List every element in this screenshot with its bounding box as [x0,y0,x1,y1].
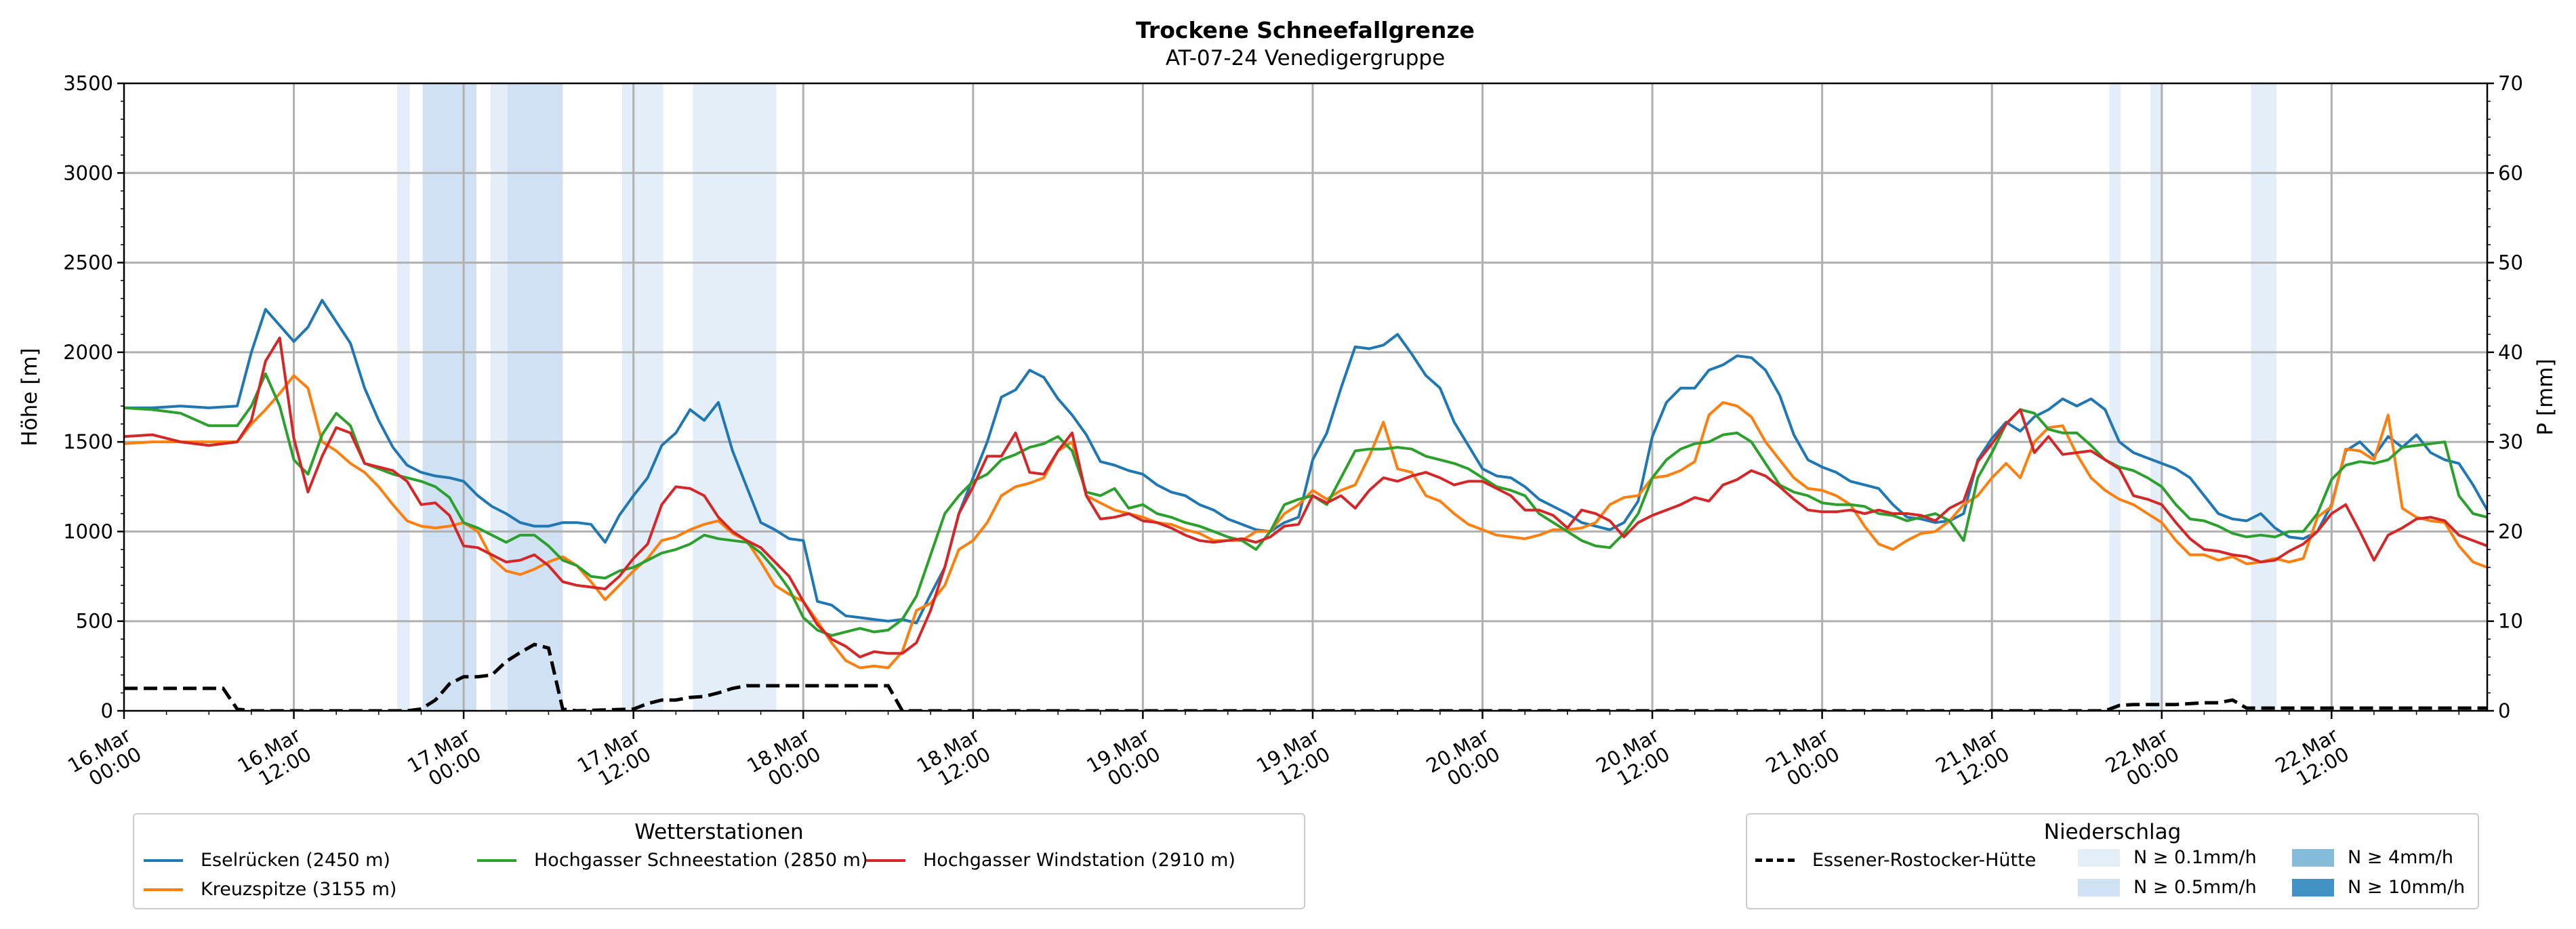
legend-item-hut: Essener-Rostocker-Hütte [1755,850,2036,871]
legend-item-class-05: N ≥ 0.5mm/h [2078,877,2257,898]
legend-line-hut [1755,859,1795,862]
x-tick-label-1: 16.Mar12:00 [234,724,315,797]
precip-band-4 [621,83,663,711]
y-tick-label-left-3: 1500 [63,430,113,453]
y-tick-label-right-0: 0 [2498,699,2510,722]
x-tick-label-8: 20.Mar00:00 [1423,724,1504,797]
legend-label-schneestation: Hochgasser Schneestation (2850 m) [534,850,868,871]
legend-label-class-4: N ≥ 4mm/h [2348,847,2453,868]
y-tick-label-right-6: 60 [2498,161,2523,184]
precip-band-1 [422,83,476,711]
legend-precipitation: Niederschlag Essener-Rostocker-Hütte N ≥… [1746,813,2479,909]
x-tick-label-4: 18.Mar00:00 [743,724,824,797]
x-tick-label-12: 22.Mar00:00 [2102,724,2183,797]
legend-item-eselruecken: Eselrücken (2450 m) [144,850,390,871]
precip-band-0 [396,83,410,711]
legend-label-class-05: N ≥ 0.5mm/h [2133,877,2257,898]
y-axis-label-left: Höhe [m] [18,348,42,446]
x-tick-label-5: 18.Mar12:00 [913,724,994,797]
y-tick-label-left-4: 2000 [63,341,113,364]
legend-item-kreuzspitze: Kreuzspitze (3155 m) [144,879,396,900]
legend-patch-class-10 [2292,878,2334,896]
series-line-2 [124,372,2487,637]
legend-line-schneestation [477,859,516,862]
legend-label-class-10: N ≥ 10mm/h [2348,877,2466,898]
x-tick-label-2: 17.Mar00:00 [403,724,485,797]
series-line-0 [124,299,2487,625]
legend-item-windstation: Hochgasser Windstation (2910 m) [866,850,1235,871]
series-lines [124,299,2487,711]
precip-band-6 [2109,83,2121,711]
legend-precipitation-title: Niederschlag [2043,820,2182,844]
plot-frame [123,82,2489,712]
legend-line-windstation [866,859,905,862]
legend-label-windstation: Hochgasser Windstation (2910 m) [923,850,1235,871]
legend-line-kreuzspitze [144,888,183,891]
legend-stations-title: Wetterstationen [634,820,804,844]
legend-item-class-4: N ≥ 4mm/h [2292,847,2453,868]
x-tick-label-6: 19.Mar00:00 [1083,724,1164,797]
precip-band-7 [2150,83,2163,711]
y-tick-label-left-6: 3000 [63,161,113,184]
grid-lines [124,83,2487,711]
legend-patch-class-05 [2078,878,2120,896]
y-axis-label-right: P [mm] [2533,358,2558,435]
precip-band-8 [2251,83,2276,711]
precip-band-2 [490,83,508,711]
legend-line-eselruecken [144,859,183,862]
legend-label-class-01: N ≥ 0.1mm/h [2133,847,2257,868]
series-line-1 [124,374,2487,669]
y-tick-label-right-2: 20 [2498,520,2523,543]
legend-patch-class-4 [2292,848,2334,867]
legend-item-class-10: N ≥ 10mm/h [2292,877,2465,898]
y-tick-label-left-0: 0 [101,699,113,722]
y-tick-label-right-3: 30 [2498,430,2523,453]
legend-label-kreuzspitze: Kreuzspitze (3155 m) [201,879,397,900]
precipitation-bands [396,83,2276,711]
y-tick-label-left-7: 3500 [63,72,113,95]
chart-title: Trockene Schneefallgrenze [1136,17,1475,43]
precip-band-3 [507,83,563,711]
y-tick-label-left-5: 2500 [63,251,113,274]
legend-item-class-01: N ≥ 0.1mm/h [2078,847,2257,868]
y-tick-label-left-2: 1000 [63,520,113,543]
precip-line [124,642,2487,711]
precip-band-5 [693,83,777,711]
legend-patch-class-01 [2078,848,2120,867]
x-tick-label-0: 16.Mar00:00 [64,724,145,797]
y-tick-label-left-1: 500 [76,610,113,633]
y-tick-label-right-5: 50 [2498,251,2523,274]
legend-label-eselruecken: Eselrücken (2450 m) [201,850,390,871]
chart-subtitle: AT-07-24 Venedigergruppe [1166,46,1445,70]
y-tick-label-right-4: 40 [2498,341,2523,364]
legend-label-hut: Essener-Rostocker-Hütte [1812,850,2037,871]
x-tick-label-7: 19.Mar12:00 [1252,724,1334,797]
x-tick-label-11: 21.Mar12:00 [1931,724,2013,797]
x-tick-label-10: 21.Mar00:00 [1762,724,1843,797]
x-tick-label-13: 22.Mar12:00 [2271,724,2352,797]
y-tick-label-right-7: 70 [2498,72,2523,95]
series-line-3 [124,336,2487,659]
y-tick-label-right-1: 10 [2498,610,2523,633]
x-tick-label-9: 20.Mar12:00 [1592,724,1673,797]
x-tick-label-3: 17.Mar12:00 [573,724,655,797]
legend-item-schneestation: Hochgasser Schneestation (2850 m) [477,850,868,871]
legend-stations: Wetterstationen Eselrücken (2450 m) Kreu… [133,813,1305,909]
